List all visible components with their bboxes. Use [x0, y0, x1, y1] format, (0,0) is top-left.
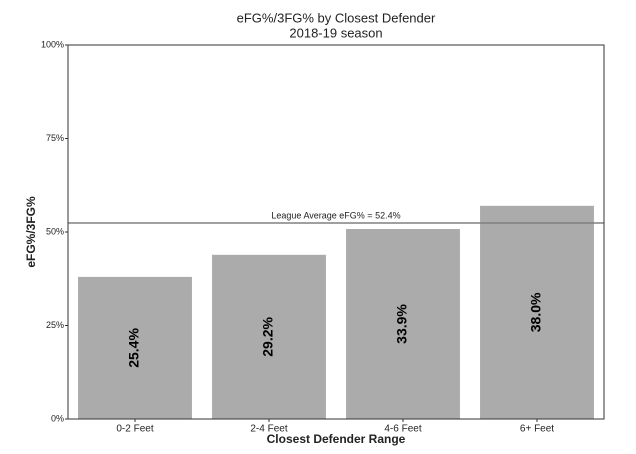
x-axis-label: Closest Defender Range [267, 432, 406, 446]
bar [346, 229, 460, 419]
y-tick-label: 25% [46, 320, 64, 330]
bar-label: 29.2% [260, 317, 276, 357]
y-axis-label: eFG%/3FG% [24, 196, 38, 268]
y-tick-label: 0% [51, 413, 64, 423]
x-tick-label: 0-2 Feet [116, 424, 153, 435]
bar-label: 25.4% [126, 328, 142, 368]
bar-label: 33.9% [394, 304, 410, 344]
chart-subtitle: 2018-19 season [289, 25, 382, 40]
reference-label: League Average eFG% = 52.4% [271, 210, 400, 220]
x-tick-label: 6+ Feet [520, 424, 554, 435]
bar [212, 254, 326, 419]
x-tick-label: 2-4 Feet [250, 424, 287, 435]
x-tick-label: 4-6 Feet [384, 424, 421, 435]
bar [78, 276, 192, 419]
y-tick-label: 100% [41, 39, 64, 49]
chart-title: eFG%/3FG% by Closest Defender [237, 10, 436, 25]
bar-label: 38.0% [528, 292, 544, 332]
bar [480, 205, 594, 419]
y-tick-label: 75% [46, 133, 64, 143]
plot-frame [67, 44, 605, 420]
y-tick-label: 50% [46, 226, 64, 236]
